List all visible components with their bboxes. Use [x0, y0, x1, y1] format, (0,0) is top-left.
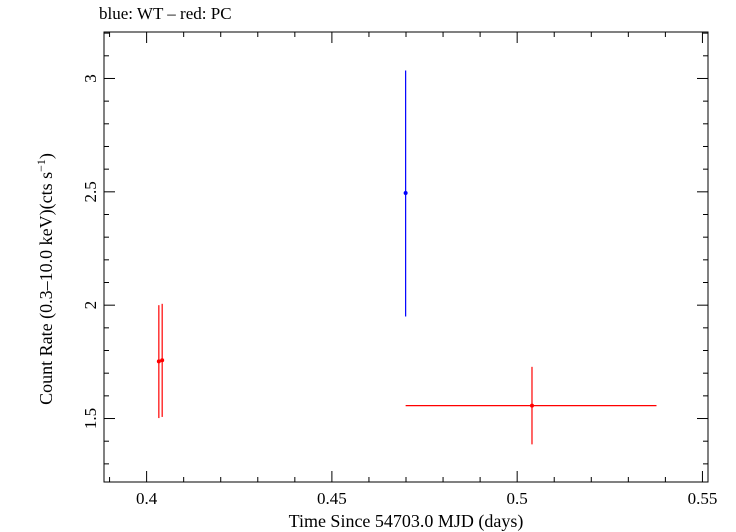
y-tick-label: 2.5 [81, 181, 100, 202]
data-point-pc [160, 303, 165, 417]
y-tick-labels: 1.5 2 2.5 3 [81, 74, 100, 429]
x-tick-label: 0.55 [688, 489, 718, 508]
data-point-pc [405, 366, 657, 445]
y-tick-label: 2 [81, 301, 100, 310]
y-tick-label: 3 [81, 74, 100, 83]
data-points [156, 70, 657, 445]
x-tick-label: 0.5 [507, 489, 528, 508]
y-axis-label-main: Count Rate (0.3–10.0 keV)(cts s [36, 172, 57, 405]
chart-title: blue: WT – red: PC [99, 4, 232, 23]
point-marker [160, 358, 165, 363]
x-axis-label: Time Since 54703.0 MJD (days) [289, 511, 524, 532]
y-axis-label: Count Rate (0.3–10.0 keV)(cts s−1) [34, 153, 57, 405]
data-point-pc [156, 305, 161, 419]
data-point-wt [403, 70, 408, 317]
x-tick-labels: 0.4 0.45 0.5 0.55 [136, 489, 717, 508]
point-marker [403, 190, 408, 195]
axis-ticks [104, 32, 708, 482]
point-marker [529, 403, 534, 408]
y-axis-label-exponent: −1 [34, 159, 48, 172]
y-axis-label-close: ) [36, 153, 57, 159]
point-marker [156, 359, 161, 364]
x-tick-label: 0.4 [136, 489, 158, 508]
y-tick-label: 1.5 [81, 408, 100, 429]
x-tick-label: 0.45 [317, 489, 347, 508]
